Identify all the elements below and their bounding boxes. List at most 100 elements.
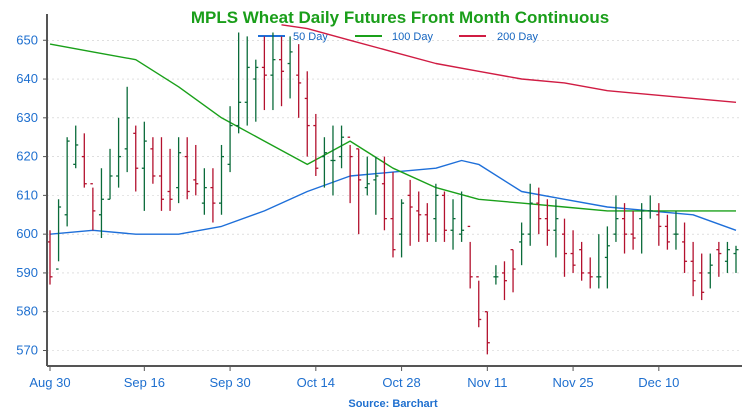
x-tick-label: Aug 30 [29,375,70,390]
ohlc-bar [416,191,422,242]
ohlc-bar [656,203,662,246]
legend: 50 Day 100 Day 200 Day [258,31,538,43]
legend-label-50-day: 50 Day [293,31,328,43]
ohlc-bar [673,210,679,250]
ohlc-bar [373,156,379,215]
ohlc-bar [56,199,62,270]
ohlc-bar [330,125,336,196]
ohlc-bar [296,44,302,118]
price-bars [47,32,739,355]
ohlc-bar [716,241,722,277]
ohlc-bar [733,245,739,273]
ohlc-bar [630,210,636,250]
ohlc-bar [287,36,293,99]
ohlc-bar [98,168,104,239]
ohlc-bar [141,121,147,211]
ohlc-bar [399,199,405,258]
ohlc-bar [536,187,542,235]
x-tick-label: Nov 25 [552,375,593,390]
series-line-100-day [49,43,736,212]
ohlc-bar [236,32,242,134]
ohlc-bar [321,137,327,188]
y-tick-label: 640 [16,71,38,86]
x-tick-label: Sep 16 [124,375,165,390]
ohlc-bar [193,144,199,196]
ohlc-bar [261,36,267,111]
x-tick-label: Oct 14 [297,375,335,390]
ohlc-bar [647,195,653,219]
y-tick-label: 570 [16,342,38,357]
ohlc-bar [356,148,362,235]
series-line-200-day [281,24,737,103]
x-axis-labels: Aug 30 Sep 16 Sep 30 Oct 14 Oct 28 Nov 11 Nov … [29,375,679,390]
ohlc-bar [73,125,79,169]
ohlc-bar [519,222,525,266]
ohlc-bar [244,36,250,126]
ohlc-bar [441,191,447,242]
axes [46,14,742,367]
ohlc-bar [313,113,319,176]
x-tick-label: Nov 11 [467,375,507,390]
ohlc-bar [639,203,645,254]
ohlc-bar [227,106,233,173]
ohlc-bar [364,156,370,196]
y-tick-label: 620 [16,149,38,164]
ohlc-bar [467,225,473,289]
ohlc-bar [664,214,670,250]
ohlc-bar [201,168,207,215]
ohlc-bar [407,179,413,246]
x-tick-label: Sep 30 [209,375,250,390]
ohlc-bar [544,199,550,246]
ohlc-bar [493,265,499,285]
ohlc-bar [107,148,113,200]
x-tick-label: Dec 10 [638,375,679,390]
ohlc-bar [579,241,585,281]
y-tick-label: 630 [16,110,38,125]
series-line-50-day [49,159,737,235]
ohlc-bar [501,261,507,301]
ohlc-bar [219,144,224,215]
legend-label-100-day: 100 Day [392,31,433,43]
ohlc-bar [133,125,139,192]
ohlc-bar [116,117,122,188]
ohlc-bar [270,32,276,111]
ohlc-bar [150,137,156,184]
ohlc-bar [459,191,465,242]
ohlc-bar [510,249,516,293]
ohlc-bar [433,183,439,242]
ohlc-bar [390,172,396,258]
y-tick-label: 650 [16,32,38,47]
ohlc-bar [570,230,576,273]
ohlc-bar [562,218,567,277]
ohlc-bar [450,199,456,250]
ohlc-bar [124,86,130,173]
y-tick-label: 610 [16,187,38,202]
legend-label-200-day: 200 Day [497,31,538,43]
ohlc-bar [47,230,53,285]
moving-averages [49,24,737,235]
ohlc-bar [424,203,430,242]
chart-title: MPLS Wheat Daily Futures Front Month Con… [191,8,609,27]
ohlc-bar [690,241,696,297]
ohlc-bar [210,168,216,223]
y-tick-label: 600 [16,226,38,241]
ohlc-bar [176,137,182,204]
ohlc-bar [279,36,285,107]
ohlc-bar [81,133,87,188]
ohlc-bar [339,125,345,169]
ohlc-bar [484,311,490,355]
x-tick-label: Oct 28 [382,375,420,390]
ohlc-bar [622,203,628,254]
ohlc-bar [381,156,387,231]
y-axis-labels: 570 580 590 600 610 620 630 640 650 [16,32,38,357]
y-tick-label: 580 [16,304,38,319]
ohlc-bar [64,137,70,227]
ohlc-bar [304,71,310,157]
y-tick-label: 590 [16,265,38,280]
ohlc-bar [158,137,164,211]
ohlc-bar [184,137,190,200]
ohlc-bar [347,136,353,204]
ohlc-bar [604,226,610,289]
ohlc-bar [613,195,619,242]
